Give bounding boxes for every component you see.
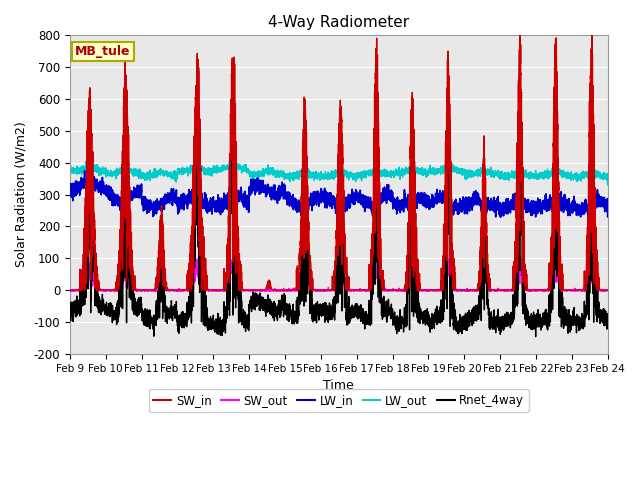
Legend: SW_in, SW_out, LW_in, LW_out, Rnet_4way: SW_in, SW_out, LW_in, LW_out, Rnet_4way — [148, 389, 529, 411]
Y-axis label: Solar Radiation (W/m2): Solar Radiation (W/m2) — [15, 122, 28, 267]
Text: MB_tule: MB_tule — [76, 45, 131, 58]
X-axis label: Time: Time — [323, 379, 354, 392]
Title: 4-Way Radiometer: 4-Way Radiometer — [268, 15, 410, 30]
